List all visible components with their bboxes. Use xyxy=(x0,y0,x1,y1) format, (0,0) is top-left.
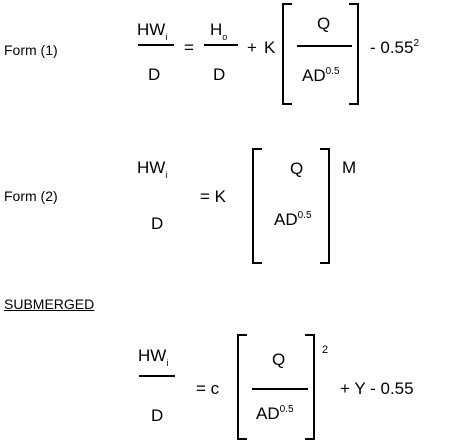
form1-equals-sign: = xyxy=(184,38,194,57)
form1-hw-text: HW xyxy=(137,20,166,39)
form1-coefficient-k: K xyxy=(264,38,276,57)
form1-h-numerator: Ho xyxy=(210,21,227,42)
submerged-ad-denominator: AD0.5 xyxy=(256,404,294,423)
form1-hw-denominator: D xyxy=(148,65,161,84)
form2-left-bracket xyxy=(252,148,262,264)
form1-hw-fraction-bar xyxy=(138,44,174,46)
form2-ad-exponent: 0.5 xyxy=(297,210,312,221)
form1-h-denominator: D xyxy=(213,65,226,84)
submerged-hw-numerator: HWi xyxy=(138,347,168,368)
form1-plus-sign: + xyxy=(247,38,257,57)
form1-tail-exponent: 2 xyxy=(413,38,420,49)
form1-hw-subscript: i xyxy=(165,32,168,42)
form2-equals-k: = K xyxy=(200,187,226,206)
form2-exponent-m: M xyxy=(342,158,357,177)
form2-right-bracket xyxy=(320,148,330,264)
submerged-q-numerator: Q xyxy=(272,350,286,369)
form2-ad-text: AD xyxy=(274,210,298,229)
form1-h-subscript: o xyxy=(222,32,228,42)
submerged-tail: + Y - 0.55 xyxy=(340,379,414,398)
submerged-ad-text: AD xyxy=(256,404,280,423)
form1-label: Form (1) xyxy=(4,42,58,58)
form1-h-text: H xyxy=(210,20,223,39)
submerged-heading: SUBMERGED xyxy=(4,296,95,312)
form2-label: Form (2) xyxy=(4,188,58,204)
submerged-exponent-2: 2 xyxy=(322,344,329,356)
form1-left-bracket xyxy=(282,3,292,105)
submerged-q-fraction-bar xyxy=(252,388,308,390)
form1-tail-text: - 0.55 xyxy=(370,38,414,57)
form2-hw-numerator: HWi xyxy=(137,159,167,180)
submerged-hw-subscript: i xyxy=(166,358,169,368)
form2-q-numerator: Q xyxy=(290,159,304,178)
form1-hw-numerator: HWi xyxy=(137,21,167,42)
submerged-hw-denominator: D xyxy=(151,406,164,425)
submerged-hw-fraction-bar xyxy=(139,375,175,377)
form2-hw-subscript: i xyxy=(165,170,168,180)
form1-ad-denominator: AD0.5 xyxy=(302,66,340,85)
form1-h-fraction-bar xyxy=(204,44,238,46)
submerged-ad-exponent: 0.5 xyxy=(279,404,294,415)
form2-ad-denominator: AD0.5 xyxy=(274,210,312,229)
form1-tail: - 0.552 xyxy=(370,38,420,57)
form1-q-numerator: Q xyxy=(317,14,331,33)
form1-q-fraction-bar xyxy=(297,45,352,47)
submerged-right-bracket xyxy=(305,334,315,440)
form1-ad-text: AD xyxy=(302,66,326,85)
form2-hw-denominator: D xyxy=(151,214,164,233)
form2-hw-text: HW xyxy=(137,158,166,177)
submerged-hw-text: HW xyxy=(138,346,167,365)
form1-ad-exponent: 0.5 xyxy=(325,66,340,77)
submerged-equals-c: = c xyxy=(196,379,220,398)
submerged-left-bracket xyxy=(237,334,247,440)
form1-right-bracket xyxy=(349,3,359,105)
